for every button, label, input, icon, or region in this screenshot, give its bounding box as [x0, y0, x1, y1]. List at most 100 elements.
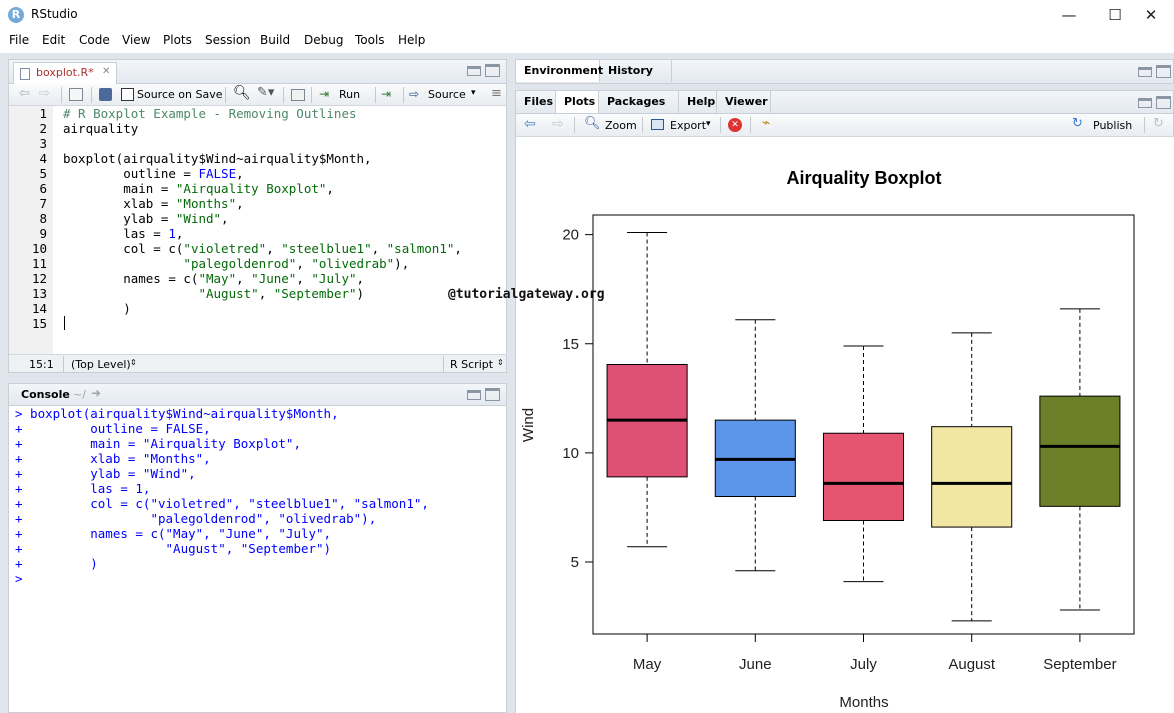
menu-help[interactable]: Help: [398, 33, 426, 47]
code-line: col = c("violetred", "steelblue1", "salm…: [63, 241, 462, 256]
menu-code[interactable]: Code: [79, 33, 110, 47]
code-editor[interactable]: 1 2 3 4 5 6 7 8 9 10 11 12 13 14 15 # R Boxplot Exampl…: [9, 106, 506, 354]
source-pane: boxplot.R* ✕ ⇦ ⇨ Source on Save 🔍︎ ✎▾ ⇥ …: [8, 59, 507, 373]
y-tick-label: 20: [562, 227, 579, 244]
console-header: Console ~/ ➜: [9, 384, 506, 406]
code-line: airquality: [63, 121, 139, 136]
chart-title: Airquality Boxplot: [786, 168, 941, 188]
minimize-button[interactable]: —: [1061, 6, 1077, 24]
scope-dropdown-icon[interactable]: ⇕: [130, 358, 137, 367]
divider: [311, 87, 312, 103]
code-line: [63, 136, 503, 151]
back-arrow-icon[interactable]: ⇦: [19, 86, 30, 101]
console-line: + xlab = "Months",: [15, 451, 211, 466]
close-button[interactable]: ✕: [1144, 6, 1158, 24]
tab-environment[interactable]: Environment: [516, 60, 603, 82]
outline-icon[interactable]: ≡: [491, 86, 502, 101]
menu-debug[interactable]: Debug: [304, 33, 344, 47]
source-tabstrip: boxplot.R* ✕: [9, 60, 506, 84]
magic-wand-icon[interactable]: ✎▾: [257, 85, 275, 100]
run-button[interactable]: Run: [339, 88, 361, 101]
plots-toolbar: ⇦ ⇨ 🔍︎ Zoom Export ▾ ✕ ⌁ ↻ Publish ↻: [516, 114, 1173, 137]
divider: [375, 87, 376, 103]
tab-boxplot-r[interactable]: boxplot.R* ✕: [13, 62, 117, 84]
divider: [63, 356, 64, 372]
publish-icon[interactable]: ↻: [1072, 116, 1083, 131]
divider: [225, 87, 226, 103]
tab-help[interactable]: Help: [679, 91, 717, 113]
file-type-label[interactable]: R Script: [450, 358, 494, 371]
code-line: boxplot(airquality$Wind~airquality$Month…: [63, 151, 372, 166]
menu-edit[interactable]: Edit: [42, 33, 66, 47]
box-september: [1039, 395, 1121, 507]
run-arrow-icon[interactable]: ⇥: [319, 87, 330, 101]
source-dropdown-icon[interactable]: ▾: [471, 88, 476, 98]
tab-files[interactable]: Files: [516, 91, 556, 113]
box-august: [931, 426, 1013, 528]
console-line: + "August", "September"): [15, 541, 332, 556]
maximize-button[interactable]: ☐: [1108, 6, 1122, 24]
code-line: "palegoldenrod", "olivedrab"),: [183, 256, 410, 271]
zoom-icon[interactable]: 🔍︎: [584, 116, 601, 131]
export-button[interactable]: Export: [670, 119, 707, 132]
window-title: RStudio: [31, 7, 78, 21]
code-line: ylab = "Wind",: [63, 211, 229, 226]
x-axis-label: Months: [839, 694, 888, 711]
previous-plot-icon[interactable]: ⇦: [524, 116, 536, 132]
maximize-pane-icon[interactable]: [1156, 65, 1171, 78]
maximize-pane-icon[interactable]: [485, 64, 500, 77]
export-dropdown-icon[interactable]: ▾: [706, 119, 711, 129]
tab-viewer[interactable]: Viewer: [717, 91, 771, 113]
menu-tools[interactable]: Tools: [355, 33, 385, 47]
forward-arrow-icon[interactable]: ⇨: [39, 86, 50, 101]
menu-view[interactable]: View: [122, 33, 151, 47]
console-title[interactable]: Console: [21, 388, 70, 401]
file-type-dropdown-icon[interactable]: ⇕: [497, 358, 504, 367]
console-line: + names = c("May", "June", "July",: [15, 526, 332, 541]
tab-history[interactable]: History: [600, 60, 672, 82]
y-tick-label: 5: [571, 554, 579, 571]
source-button[interactable]: Source: [428, 88, 466, 101]
show-in-window-icon[interactable]: [69, 88, 83, 101]
line-number: 8: [39, 211, 47, 226]
menu-plots[interactable]: Plots: [163, 33, 192, 47]
scope-label[interactable]: (Top Level): [71, 358, 131, 371]
code-line: ): [63, 301, 131, 316]
maximize-pane-icon[interactable]: [1156, 96, 1171, 109]
code-line: names = c("May", "June", "July",: [63, 271, 365, 286]
publish-button[interactable]: Publish: [1093, 119, 1133, 132]
tab-packages[interactable]: Packages: [599, 91, 679, 113]
zoom-button[interactable]: Zoom: [605, 119, 637, 132]
export-icon[interactable]: [651, 119, 664, 130]
clear-plots-broom-icon[interactable]: ⌁: [762, 115, 771, 131]
box-july: [822, 432, 905, 522]
save-icon[interactable]: [99, 88, 112, 101]
source-on-save-checkbox[interactable]: [121, 88, 134, 101]
rerun-icon[interactable]: ⇥: [381, 87, 392, 101]
minimize-pane-icon[interactable]: [1138, 98, 1152, 108]
console-pane: Console ~/ ➜ > boxplot(airquality$Wind~a…: [8, 383, 507, 713]
divider: [642, 117, 643, 133]
search-icon[interactable]: 🔍︎: [233, 85, 251, 101]
y-axis-label: Wind: [520, 408, 537, 442]
divider: [403, 87, 404, 103]
refresh-icon[interactable]: ↻: [1153, 116, 1164, 131]
next-plot-icon[interactable]: ⇨: [552, 116, 564, 132]
maximize-pane-icon[interactable]: [485, 388, 500, 401]
menu-build[interactable]: Build: [260, 33, 291, 47]
go-to-directory-icon[interactable]: ➜: [91, 386, 102, 400]
menu-session[interactable]: Session: [205, 33, 251, 47]
tab-plots[interactable]: Plots: [556, 91, 599, 113]
source-arrow-icon[interactable]: ⇨: [409, 87, 420, 101]
remove-plot-icon[interactable]: ✕: [728, 118, 742, 132]
minimize-pane-icon[interactable]: [467, 66, 481, 76]
close-tab-icon[interactable]: ✕: [102, 66, 111, 77]
minimize-pane-icon[interactable]: [467, 390, 481, 400]
console-line: >: [15, 571, 31, 586]
source-toolbar: ⇦ ⇨ Source on Save 🔍︎ ✎▾ ⇥ Run ⇥ ⇨ Sourc…: [9, 84, 506, 106]
restore-pane-icon[interactable]: [1138, 67, 1152, 77]
line-number: 2: [39, 121, 47, 136]
console-output[interactable]: > boxplot(airquality$Wind~airquality$Mon…: [15, 406, 503, 586]
compile-report-icon[interactable]: [291, 89, 305, 101]
menu-file[interactable]: File: [9, 33, 30, 47]
